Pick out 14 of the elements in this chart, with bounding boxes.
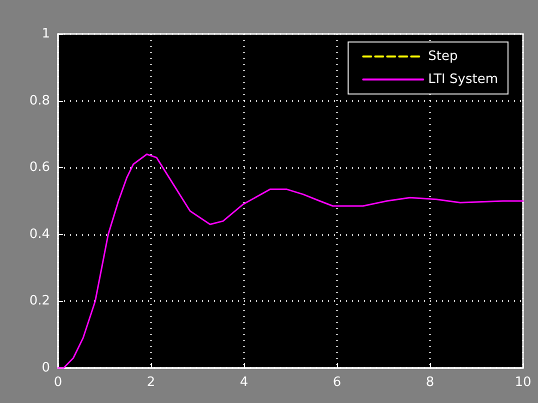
x-tick-label: 6	[332, 375, 342, 390]
legend-label: Step	[428, 49, 458, 64]
y-tick-label: 0.2	[29, 294, 50, 309]
y-tick-label: 0.6	[29, 160, 50, 176]
legend-label: LTI System	[428, 72, 498, 87]
x-tick-label: 8	[426, 375, 434, 390]
y-tick-label: 0.8	[29, 93, 50, 108]
x-tick-label: 4	[240, 375, 248, 390]
x-tick-label: 0	[54, 375, 62, 390]
y-tick-label: 0	[42, 360, 50, 376]
x-tick-label: 10	[514, 375, 532, 390]
x-tick-label: 2	[146, 375, 156, 390]
y-tick-label: 1	[42, 26, 50, 42]
y-tick-label: 0.4	[29, 226, 50, 242]
